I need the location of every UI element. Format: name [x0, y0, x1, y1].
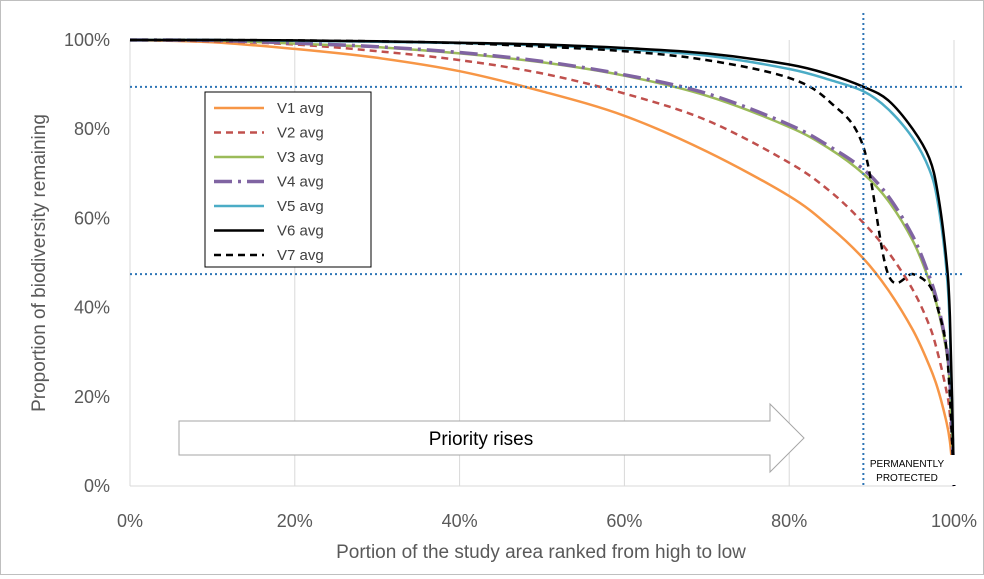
series-line-v4-avg [129, 38, 956, 487]
legend-box [204, 91, 372, 268]
x-tick-label: 0% [117, 511, 143, 531]
protected-label: PERMANENTLY PROTECTED [866, 455, 956, 485]
protected-label-bg [866, 455, 956, 485]
legend-label: V5 avg [277, 198, 324, 215]
series-line-v7-avg [129, 38, 956, 487]
series-line-v1-avg [129, 38, 956, 487]
legend-label: V6 avg [277, 223, 324, 240]
y-tick-label: 0% [84, 476, 110, 496]
axes: 0% 20% 40% 60% 80% 100% 0% 20% 40% 60% 80% 100% [64, 30, 977, 531]
x-tick-label: 60% [606, 511, 642, 531]
legend-label: V1 avg [277, 100, 324, 117]
x-tick-label: 20% [277, 511, 313, 531]
x-tick-label: 40% [442, 511, 478, 531]
legend: V1 avg V2 avg V3 avg V4 avg V5 avg V6 avg V7 a… [204, 91, 372, 268]
protected-label-line1: PERMANENTLY [870, 459, 945, 470]
series-line-v2-avg [129, 38, 956, 487]
grid [294, 40, 955, 486]
y-tick-label: 20% [74, 387, 110, 407]
legend-label: V2 avg [277, 125, 324, 142]
priority-arrow-label: Priority rises [429, 429, 534, 450]
legend-label: V7 avg [277, 247, 324, 264]
priority-arrow-shape [178, 402, 805, 474]
series-group [129, 38, 956, 487]
x-tick-label: 80% [771, 511, 807, 531]
y-tick-label: 40% [74, 298, 110, 318]
reference-lines [130, 13, 963, 486]
x-axis-title: Portion of the study area ranked from hi… [336, 542, 746, 563]
priority-arrow: Priority rises [178, 402, 805, 474]
legend-label: V4 avg [277, 174, 324, 191]
y-tick-label: 60% [74, 208, 110, 228]
y-tick-label: 100% [64, 30, 110, 50]
protected-label-line2: PROTECTED [876, 473, 938, 484]
y-tick-label: 80% [74, 119, 110, 139]
x-tick-label: 100% [931, 511, 977, 531]
y-axis-title: Proportion of biodiversity remaining [29, 114, 50, 412]
legend-label: V3 avg [277, 149, 324, 166]
